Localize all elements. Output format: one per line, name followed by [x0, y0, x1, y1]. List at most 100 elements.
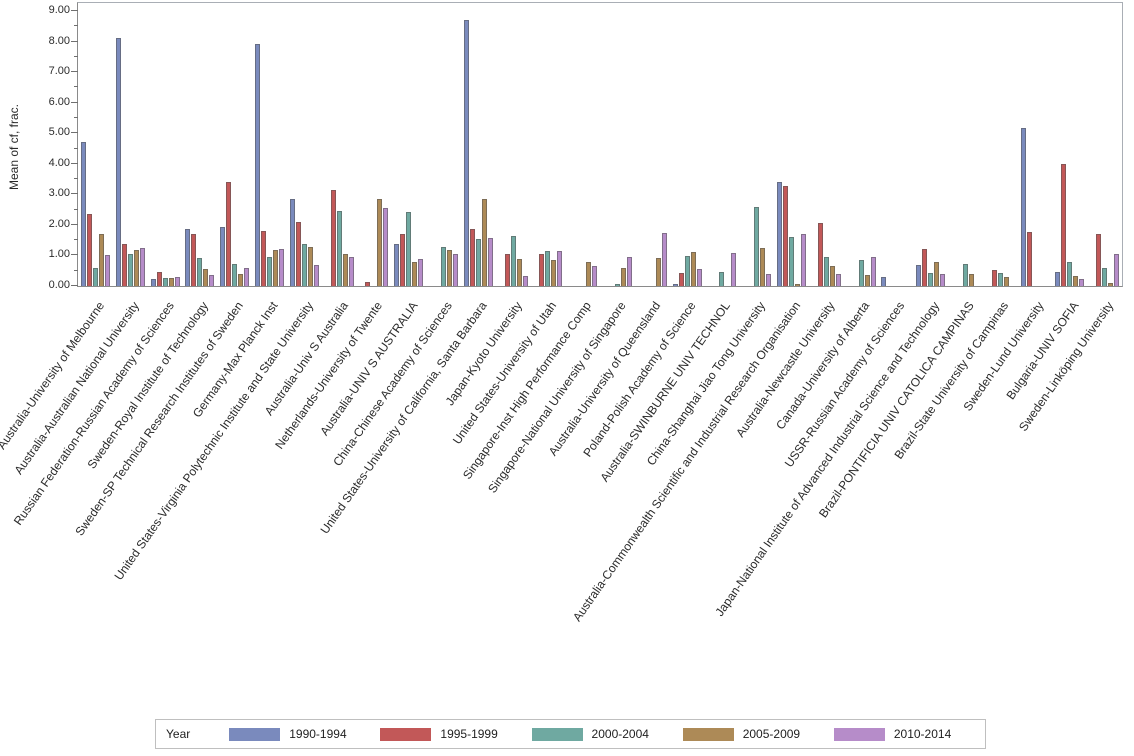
bar	[551, 260, 557, 286]
bar	[412, 262, 418, 286]
bar	[997, 273, 1003, 286]
bar	[1020, 128, 1026, 286]
y-tick-label: 2.00	[48, 217, 70, 230]
bar	[928, 273, 934, 286]
bar	[104, 255, 110, 286]
bar-group	[951, 264, 980, 286]
bar	[835, 274, 841, 286]
bar-group	[185, 229, 215, 286]
bar	[162, 278, 168, 286]
plot-area: 0.00 1.00 2.00 3.00 4.00 5.00 6.00 7.00 8.00 9.00…	[0, 2, 1123, 624]
y-axis-minor-tick	[74, 116, 78, 118]
bar	[678, 273, 684, 286]
bar	[307, 247, 313, 286]
y-axis-minor-tick	[74, 55, 78, 57]
bar	[1061, 164, 1067, 286]
y-tick-label: 5.00	[48, 126, 70, 139]
bar	[788, 237, 794, 286]
bar	[719, 272, 725, 286]
bar	[794, 284, 800, 286]
bar	[592, 266, 598, 286]
bar-group	[499, 236, 528, 286]
bar	[962, 264, 968, 286]
bar-group	[1055, 164, 1085, 286]
bar	[475, 239, 481, 286]
bar-group	[254, 44, 284, 286]
legend-label: 2005-2009	[742, 727, 801, 741]
bar	[440, 247, 446, 286]
y-tick-label: 9.00	[48, 4, 70, 16]
y-axis-minor-tick	[74, 147, 78, 149]
bar-group	[881, 277, 910, 286]
bar	[782, 186, 788, 286]
bar	[817, 223, 823, 286]
bar	[266, 257, 272, 286]
bar	[829, 266, 835, 286]
bar	[377, 199, 383, 286]
legend-swatch	[682, 727, 734, 741]
bar	[510, 236, 516, 286]
bar	[244, 268, 250, 286]
legend-swatch	[531, 727, 583, 741]
bar-group	[429, 247, 458, 286]
bar	[696, 269, 702, 286]
legend-label: 1995-1999	[440, 727, 498, 741]
bar	[481, 199, 487, 286]
legend-entry: 2000-2004	[531, 727, 683, 741]
bar	[121, 244, 127, 286]
bar	[1102, 268, 1108, 286]
bar	[446, 250, 452, 286]
x-axis-category-label: Australia-SWINBURNE UNIV TECHNOL	[597, 299, 734, 485]
bar	[232, 264, 238, 286]
bar	[174, 277, 180, 286]
bar	[301, 244, 307, 286]
bar-group	[359, 199, 389, 286]
bar	[191, 234, 197, 286]
y-tick-label: 3.00	[48, 187, 70, 200]
legend-label: 1990-1994	[289, 727, 347, 741]
bar-group	[776, 182, 806, 286]
bar	[197, 258, 203, 286]
y-axis-major-tick	[71, 40, 78, 42]
bar	[1079, 279, 1085, 286]
bar	[254, 44, 260, 286]
bar	[92, 268, 98, 286]
bar	[766, 274, 772, 286]
bar	[80, 142, 86, 286]
bar-group	[80, 142, 110, 286]
bar	[342, 254, 348, 286]
y-axis-major-tick	[71, 10, 78, 11]
bar	[916, 265, 922, 286]
y-axis-major-tick	[71, 254, 78, 256]
bar	[522, 276, 528, 286]
bar	[690, 252, 696, 286]
bar-group	[220, 182, 250, 286]
bar-group	[986, 270, 1015, 286]
bar-group	[916, 249, 946, 286]
bar	[1108, 283, 1114, 286]
bar-group	[568, 262, 598, 286]
bar	[272, 250, 278, 286]
y-tick-label: 6.00	[48, 95, 70, 108]
bar-group	[812, 223, 841, 286]
bar-group	[1020, 128, 1050, 286]
bar-group	[672, 252, 702, 286]
bar	[731, 253, 737, 286]
x-axis-category-label: Russian Federation-Russian Academy of Sc…	[10, 299, 177, 528]
bar	[86, 214, 92, 286]
bar	[203, 269, 209, 286]
bar	[400, 234, 406, 286]
bar	[940, 274, 946, 286]
y-axis-minor-tick	[74, 269, 78, 271]
bar	[1114, 254, 1120, 286]
y-axis-major-tick	[71, 101, 78, 103]
bar	[463, 20, 469, 286]
bar-group	[289, 199, 319, 286]
y-axis-minor-tick	[74, 25, 78, 27]
bar	[684, 256, 690, 286]
y-tick-label: 0.00	[48, 279, 70, 291]
bar-group	[325, 190, 354, 286]
bar	[394, 244, 400, 286]
y-tick-label: 1.00	[48, 248, 70, 261]
y-axis-minor-tick	[74, 86, 78, 88]
